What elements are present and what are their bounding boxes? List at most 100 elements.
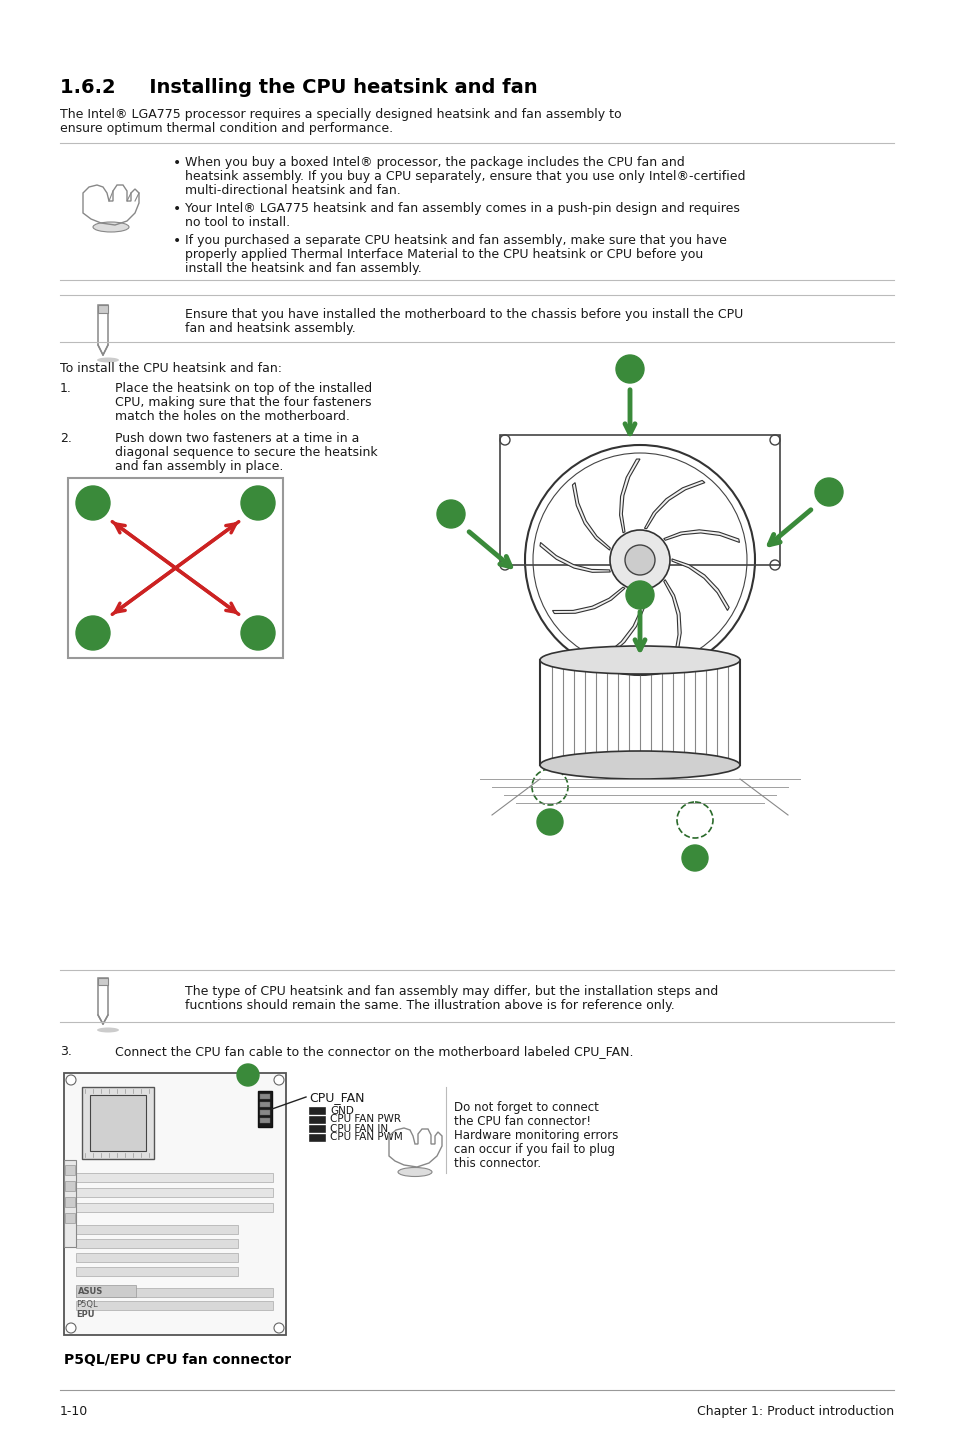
Text: install the heatsink and fan assembly.: install the heatsink and fan assembly. (185, 262, 421, 275)
Bar (76, 1252, 237, 1263)
Text: EPU: EPU (76, 1310, 94, 1319)
Text: can occur if you fail to plug: can occur if you fail to plug (454, 1143, 615, 1156)
Bar (76, 1240, 237, 1248)
Text: If you purchased a separate CPU heatsink and fan assembly, make sure that you ha: If you purchased a separate CPU heatsink… (185, 234, 726, 247)
Polygon shape (552, 587, 624, 614)
Bar (76, 1301, 273, 1310)
Ellipse shape (539, 646, 740, 674)
Text: 3.: 3. (60, 1045, 71, 1058)
Polygon shape (644, 480, 704, 529)
Text: fucntions should remain the same. The illustration above is for reference only.: fucntions should remain the same. The il… (185, 999, 674, 1012)
Ellipse shape (97, 358, 119, 362)
Polygon shape (663, 529, 739, 542)
Text: Push down two fasteners at a time in a: Push down two fasteners at a time in a (115, 431, 359, 444)
Text: ensure optimum thermal condition and performance.: ensure optimum thermal condition and per… (60, 122, 393, 135)
Circle shape (66, 1076, 76, 1086)
Text: P5QL/EPU CPU fan connector: P5QL/EPU CPU fan connector (64, 1353, 291, 1368)
Text: Ensure that you have installed the motherboard to the chassis before you install: Ensure that you have installed the mothe… (185, 308, 742, 321)
Text: P5QL: P5QL (76, 1300, 97, 1309)
Circle shape (814, 477, 842, 506)
Bar (64, 1073, 286, 1334)
Polygon shape (539, 542, 610, 572)
Circle shape (436, 500, 464, 528)
Text: Your Intel® LGA775 heatsink and fan assembly comes in a push-pin design and requ: Your Intel® LGA775 heatsink and fan asse… (185, 201, 740, 216)
Text: ASUS: ASUS (78, 1287, 103, 1296)
Circle shape (241, 486, 274, 521)
Polygon shape (663, 580, 680, 654)
Bar (309, 1135, 325, 1140)
Text: Hardware monitoring errors: Hardware monitoring errors (454, 1129, 618, 1142)
Text: no tool to install.: no tool to install. (185, 216, 290, 229)
Ellipse shape (92, 221, 129, 232)
Text: fan and heatsink assembly.: fan and heatsink assembly. (185, 322, 355, 335)
Text: Do not forget to connect: Do not forget to connect (454, 1102, 598, 1114)
Text: 1.: 1. (60, 383, 71, 395)
Bar (499, 436, 780, 565)
Text: the CPU fan connector!: the CPU fan connector! (454, 1114, 590, 1127)
Circle shape (274, 1323, 284, 1333)
Circle shape (274, 1076, 284, 1086)
Text: B: B (446, 508, 456, 521)
Circle shape (537, 810, 562, 835)
Text: A: A (624, 362, 634, 375)
Text: 1: 1 (690, 853, 699, 863)
Text: properly applied Thermal Interface Material to the CPU heatsink or CPU before yo: properly applied Thermal Interface Mater… (185, 247, 702, 262)
Text: When you buy a boxed Intel® processor, the package includes the CPU fan and: When you buy a boxed Intel® processor, t… (185, 155, 684, 170)
Bar (76, 1267, 237, 1276)
Text: heatsink assembly. If you buy a CPU separately, ensure that you use only Intel®-: heatsink assembly. If you buy a CPU sepa… (185, 170, 744, 183)
Text: this connector.: this connector. (454, 1158, 540, 1171)
Bar (68, 477, 283, 659)
Polygon shape (605, 591, 646, 656)
Text: Chapter 1: Product introduction: Chapter 1: Product introduction (696, 1405, 893, 1418)
Text: 1-10: 1-10 (60, 1405, 89, 1418)
Circle shape (236, 1064, 258, 1086)
Polygon shape (671, 559, 728, 611)
Text: B: B (823, 486, 833, 499)
Bar (64, 1160, 76, 1247)
Text: •: • (172, 201, 181, 216)
Polygon shape (572, 483, 610, 551)
Bar (76, 1173, 273, 1182)
Circle shape (76, 486, 110, 521)
Circle shape (624, 545, 655, 575)
Bar (260, 1110, 270, 1114)
Bar (257, 1091, 272, 1127)
Text: Connect the CPU fan cable to the connector on the motherboard labeled CPU_FAN.: Connect the CPU fan cable to the connect… (115, 1045, 633, 1058)
Text: 1.6.2     Installing the CPU heatsink and fan: 1.6.2 Installing the CPU heatsink and fa… (60, 78, 537, 96)
Text: match the holes on the motherboard.: match the holes on the motherboard. (115, 410, 350, 423)
Bar (76, 1286, 136, 1297)
Text: 2.: 2. (60, 431, 71, 444)
Circle shape (609, 531, 669, 590)
Bar (76, 1225, 237, 1234)
Bar (65, 1196, 75, 1206)
Text: and fan assembly in place.: and fan assembly in place. (115, 460, 283, 473)
Bar (65, 1165, 75, 1175)
Text: The type of CPU heatsink and fan assembly may differ, but the installation steps: The type of CPU heatsink and fan assembl… (185, 985, 718, 998)
Bar (65, 1214, 75, 1222)
Ellipse shape (539, 751, 740, 779)
Text: A: A (253, 627, 262, 640)
Text: •: • (172, 234, 181, 247)
Text: GND: GND (330, 1106, 354, 1116)
Text: A: A (635, 588, 644, 601)
Text: multi-directional heatsink and fan.: multi-directional heatsink and fan. (185, 184, 400, 197)
Bar (98, 305, 108, 313)
Text: CPU FAN PWM: CPU FAN PWM (330, 1133, 402, 1143)
Circle shape (616, 355, 643, 383)
Bar (260, 1102, 270, 1107)
Bar (260, 1117, 270, 1123)
Text: diagonal sequence to secure the heatsink: diagonal sequence to secure the heatsink (115, 446, 377, 459)
Circle shape (625, 581, 654, 610)
Circle shape (76, 615, 110, 650)
Bar (309, 1107, 325, 1114)
Ellipse shape (397, 1168, 432, 1176)
Bar (260, 1094, 270, 1099)
Text: Place the heatsink on top of the installed: Place the heatsink on top of the install… (115, 383, 372, 395)
Text: •: • (172, 155, 181, 170)
Bar (309, 1116, 325, 1123)
Text: CPU FAN PWR: CPU FAN PWR (330, 1114, 400, 1125)
Text: B: B (89, 627, 97, 640)
Circle shape (66, 1323, 76, 1333)
Bar (76, 1204, 273, 1212)
Ellipse shape (97, 1028, 119, 1032)
